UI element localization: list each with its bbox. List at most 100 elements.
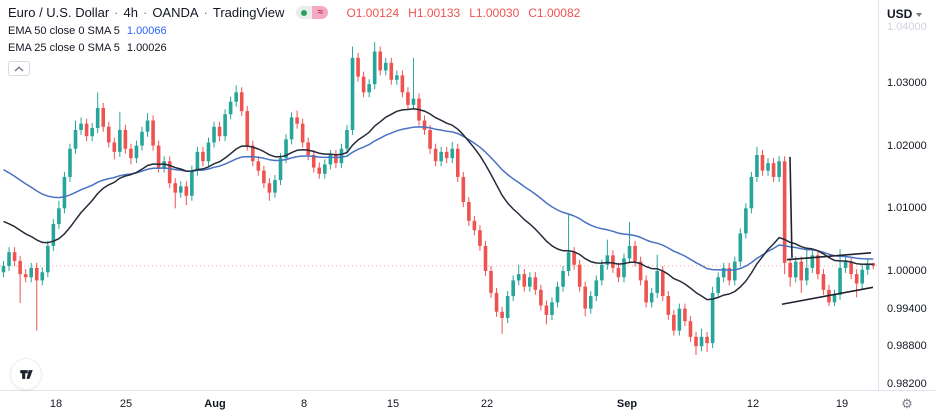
legend: Euro / U.S. Dollar · 4h · OANDA · Tradin… — [8, 5, 580, 76]
candle — [212, 126, 216, 143]
separator: · — [114, 5, 119, 20]
candle — [245, 111, 250, 146]
candle — [300, 123, 305, 143]
candle — [23, 274, 28, 278]
candle — [378, 51, 383, 71]
candle — [788, 262, 792, 278]
candle — [29, 267, 33, 278]
candle — [738, 233, 743, 262]
candle — [450, 148, 455, 159]
indicator-row-ema50[interactable]: EMA 50 close 0 SMA 5 1.00066 — [8, 25, 580, 37]
candle — [494, 292, 499, 312]
candle — [566, 252, 571, 271]
candle — [627, 245, 632, 259]
candle — [744, 208, 748, 234]
candle — [777, 161, 781, 177]
candle — [544, 305, 549, 315]
candle — [428, 129, 432, 149]
candle — [106, 126, 111, 143]
collapse-legend-button[interactable] — [8, 61, 30, 76]
open-value: O1.00124 — [346, 5, 400, 20]
candle — [406, 92, 410, 105]
candle — [616, 267, 621, 278]
candle — [217, 126, 222, 137]
candle — [79, 123, 83, 130]
candle — [311, 155, 316, 168]
candle — [284, 139, 288, 159]
candle — [345, 129, 349, 149]
tradingview-logo[interactable] — [10, 358, 42, 390]
candle — [289, 117, 294, 140]
candle — [710, 292, 715, 344]
trendline-drawing[interactable] — [781, 286, 874, 306]
candle — [865, 263, 870, 270]
time-axis-label: 12 — [746, 398, 760, 410]
candle — [328, 155, 333, 165]
candle — [178, 186, 183, 193]
market-status-pill[interactable]: ≈ — [296, 6, 329, 19]
price-axis-label: 1.00000 — [887, 265, 927, 277]
candle — [140, 131, 144, 146]
currency-unit-button[interactable]: USD — [887, 7, 923, 21]
symbol-title: Euro / U.S. Dollar — [8, 5, 110, 20]
candle — [7, 252, 11, 266]
candle — [57, 208, 61, 224]
ema-50-line[interactable] — [3, 126, 874, 271]
candle — [62, 176, 67, 209]
candle — [716, 277, 720, 293]
candle — [677, 308, 682, 331]
candle — [367, 84, 371, 93]
time-axis-label: Aug — [204, 398, 226, 410]
candle — [705, 336, 709, 344]
candle — [816, 255, 820, 275]
candle — [273, 180, 277, 193]
candle — [151, 120, 155, 146]
candle — [633, 245, 637, 262]
candlestick-chart[interactable] — [0, 0, 878, 390]
candle — [223, 114, 227, 137]
price-axis[interactable]: USD 1.04000 1.03000 1.02000 1.01000 1.00000… — [878, 0, 936, 416]
candle — [766, 163, 770, 171]
candle — [422, 120, 427, 130]
candle — [239, 92, 244, 112]
platform-label: TradingView — [212, 5, 285, 20]
candle — [123, 129, 128, 149]
candle — [228, 101, 233, 115]
candle — [622, 258, 626, 278]
candle — [588, 296, 593, 309]
candle — [577, 264, 582, 287]
trendline-drawing[interactable] — [786, 252, 872, 261]
candle — [838, 267, 842, 295]
candle — [306, 142, 310, 156]
time-axis[interactable]: 18 25 Aug 8 15 22 Sep 12 19 ⚙ — [0, 390, 936, 416]
candle — [173, 183, 178, 193]
separator: · — [203, 5, 208, 20]
symbol-title-row[interactable]: Euro / U.S. Dollar · 4h · OANDA · Tradin… — [8, 5, 580, 20]
trendline-drawing[interactable] — [789, 156, 793, 258]
candle — [500, 311, 504, 319]
candle — [561, 271, 565, 287]
ema-25-line[interactable] — [3, 107, 874, 301]
candle — [849, 261, 853, 275]
candle — [73, 129, 78, 149]
candle — [732, 261, 737, 281]
price-axis-label: 1.03000 — [887, 76, 927, 89]
candle — [721, 267, 726, 278]
candle — [251, 145, 255, 162]
wave-icon: ≈ — [317, 6, 324, 18]
candle — [805, 267, 809, 281]
candle — [660, 271, 665, 297]
candle — [539, 289, 543, 306]
candle — [483, 245, 488, 271]
candle — [339, 148, 344, 164]
candle — [433, 148, 438, 162]
candle — [505, 296, 510, 319]
indicator-row-ema25[interactable]: EMA 25 close 0 SMA 5 1.00026 — [8, 42, 580, 54]
candle — [317, 167, 322, 174]
candle — [356, 57, 360, 77]
candle — [68, 148, 72, 177]
price-axis-label: 1.01000 — [887, 202, 927, 215]
settings-gear-icon[interactable]: ⚙ — [901, 396, 913, 411]
candle — [167, 161, 172, 184]
